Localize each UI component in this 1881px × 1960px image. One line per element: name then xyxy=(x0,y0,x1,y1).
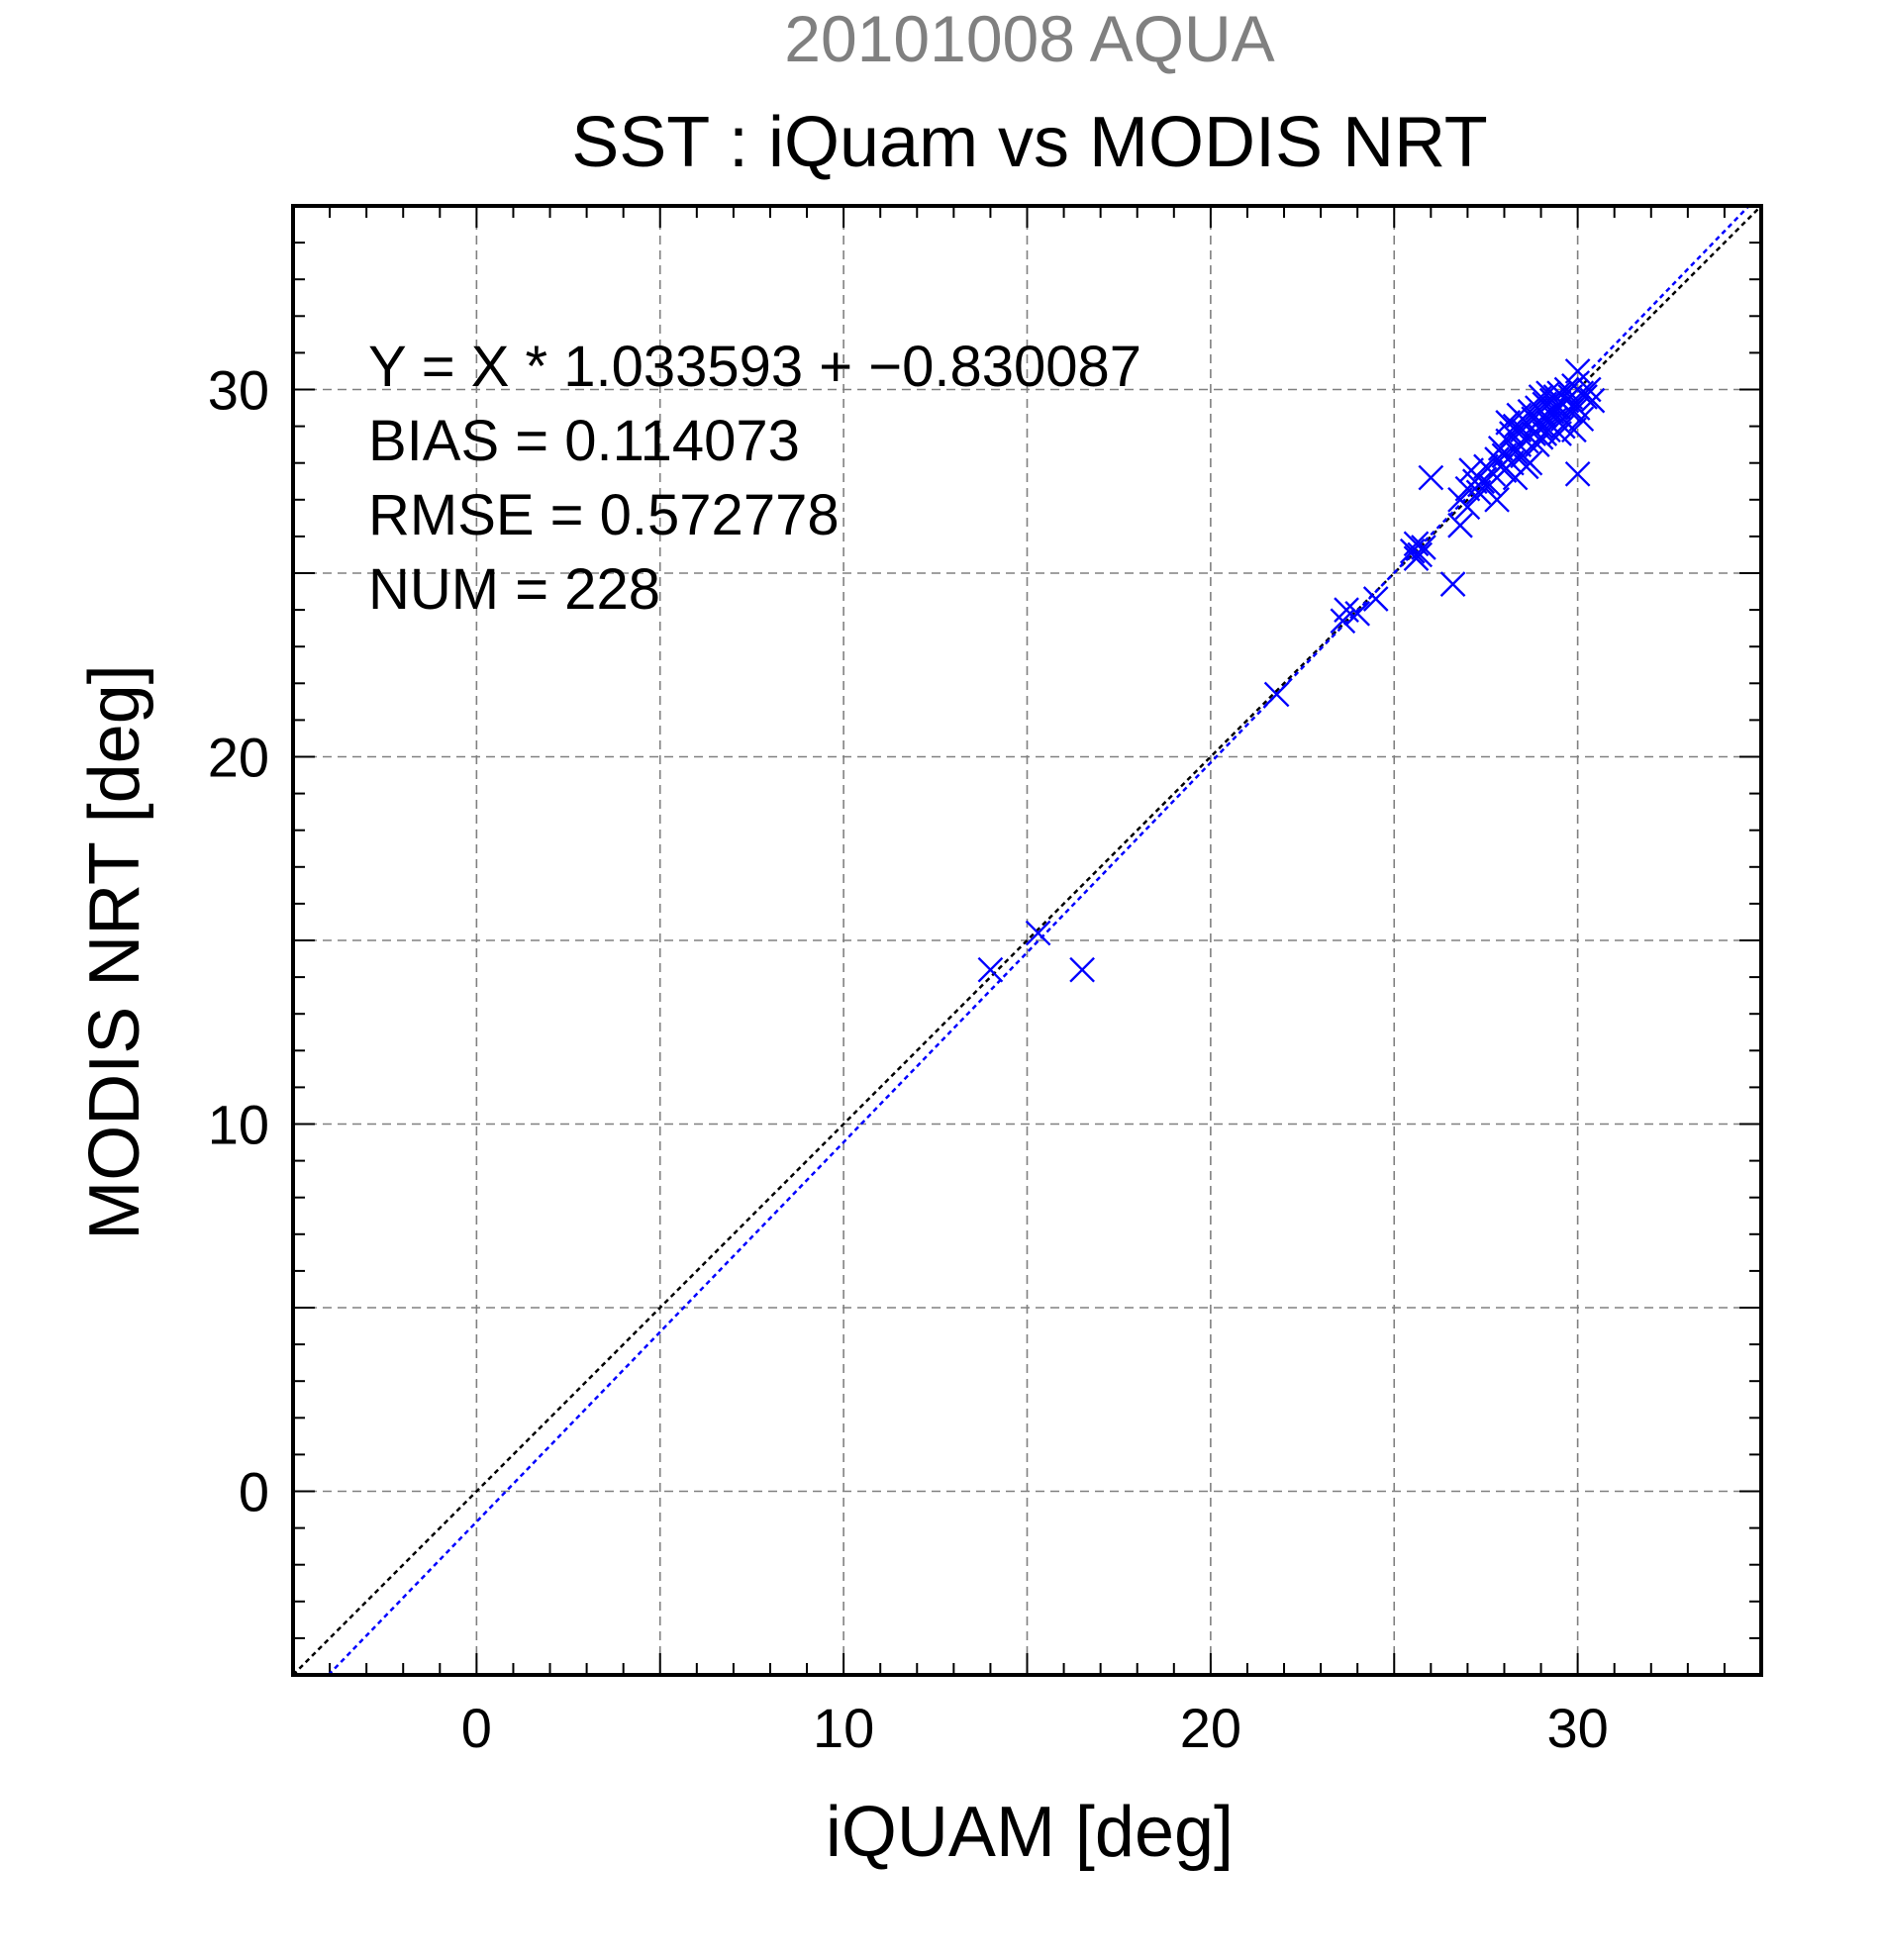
data-point xyxy=(1362,586,1389,612)
y-tick-label: 20 xyxy=(208,727,269,789)
chart-date-title: 20101008 AQUA xyxy=(784,2,1274,75)
y-tick-label: 10 xyxy=(208,1094,269,1156)
data-point-stroke xyxy=(1418,464,1444,491)
data-point-stroke xyxy=(1362,586,1389,612)
plot-frame xyxy=(291,204,1763,1677)
data-point-stroke xyxy=(1564,358,1591,384)
data-point-stroke xyxy=(1564,395,1591,421)
data-point xyxy=(1513,453,1539,480)
major-ticks xyxy=(293,206,1761,1675)
y-tick-label: 30 xyxy=(208,359,269,422)
data-point xyxy=(1403,545,1430,572)
chart-title: SST : iQuam vs MODIS NRT xyxy=(571,103,1488,182)
data-point-stroke xyxy=(1025,920,1051,946)
data-point-stroke xyxy=(1561,417,1587,443)
data-point-stroke xyxy=(977,956,1004,983)
grid-layer xyxy=(293,206,1761,1675)
x-tick-label: 0 xyxy=(461,1697,492,1759)
fit-equation-text: Y = X * 1.033593 + −0.830087 xyxy=(368,335,1141,399)
data-point xyxy=(977,956,1004,983)
data-point xyxy=(1568,406,1595,433)
y-tick-labels: 0 10 20 30 xyxy=(208,359,269,1523)
data-point-stroke xyxy=(1513,453,1539,480)
data-point-stroke xyxy=(1532,421,1558,446)
data-point-stroke xyxy=(1263,681,1290,708)
data-point xyxy=(1524,410,1550,436)
data-point xyxy=(1579,387,1606,414)
data-point-stroke xyxy=(1542,395,1569,421)
y-axis-label: MODIS NRT [deg] xyxy=(75,664,154,1240)
data-point xyxy=(1454,494,1481,521)
rmse-text: RMSE = 0.572778 xyxy=(368,483,840,547)
data-point xyxy=(1484,486,1510,513)
data-point-stroke xyxy=(1579,387,1606,414)
stats-annotation: Y = X * 1.033593 + −0.830087 BIAS = 0.11… xyxy=(368,335,1141,622)
data-point-stroke xyxy=(1484,486,1510,513)
data-point-stroke xyxy=(1506,417,1533,443)
data-point-stroke xyxy=(1495,410,1522,436)
data-point-stroke xyxy=(1403,545,1430,572)
data-point-stroke xyxy=(1469,468,1496,495)
data-point-stroke xyxy=(1549,413,1576,440)
data-point xyxy=(1469,468,1496,495)
data-point xyxy=(1447,512,1473,539)
data-point xyxy=(1564,460,1591,487)
data-point-stroke xyxy=(1568,406,1595,433)
data-point-stroke xyxy=(1461,468,1488,495)
data-point-stroke xyxy=(1334,597,1359,623)
x-tick-label: 10 xyxy=(813,1697,874,1759)
data-point-stroke xyxy=(1524,410,1550,436)
data-point xyxy=(1418,464,1444,491)
data-point xyxy=(1564,358,1591,384)
data-point-stroke xyxy=(1564,460,1591,487)
data-point xyxy=(1549,413,1576,440)
data-point xyxy=(1263,681,1290,708)
data-point xyxy=(1025,920,1051,946)
data-point xyxy=(1532,421,1558,446)
data-point-stroke xyxy=(1575,376,1602,403)
data-point xyxy=(1553,376,1580,403)
x-tick-labels: 0 10 20 30 xyxy=(461,1697,1609,1759)
data-point xyxy=(1572,384,1598,410)
x-tick-label: 20 xyxy=(1180,1697,1241,1759)
bias-text: BIAS = 0.114073 xyxy=(368,409,800,473)
data-point-stroke xyxy=(1454,494,1481,521)
x-tick-label: 30 xyxy=(1546,1697,1608,1759)
data-point-stroke xyxy=(1411,535,1436,560)
data-point-stroke xyxy=(1447,512,1473,539)
data-point-stroke xyxy=(1553,376,1580,403)
data-point-stroke xyxy=(1439,571,1466,597)
data-points xyxy=(977,358,1606,983)
data-point xyxy=(1344,600,1371,627)
num-text: NUM = 228 xyxy=(368,557,660,622)
data-point-stroke xyxy=(1069,956,1095,983)
data-point xyxy=(1411,535,1436,560)
data-point xyxy=(1542,395,1569,421)
data-point xyxy=(1506,417,1533,443)
y-tick-label: 0 xyxy=(239,1461,269,1523)
data-point-stroke xyxy=(1344,600,1371,627)
x-axis-label: iQUAM [deg] xyxy=(826,1793,1234,1872)
data-point xyxy=(1439,571,1466,597)
data-point-stroke xyxy=(1572,384,1598,410)
data-point-stroke xyxy=(1524,432,1550,457)
data-point xyxy=(1069,956,1095,983)
